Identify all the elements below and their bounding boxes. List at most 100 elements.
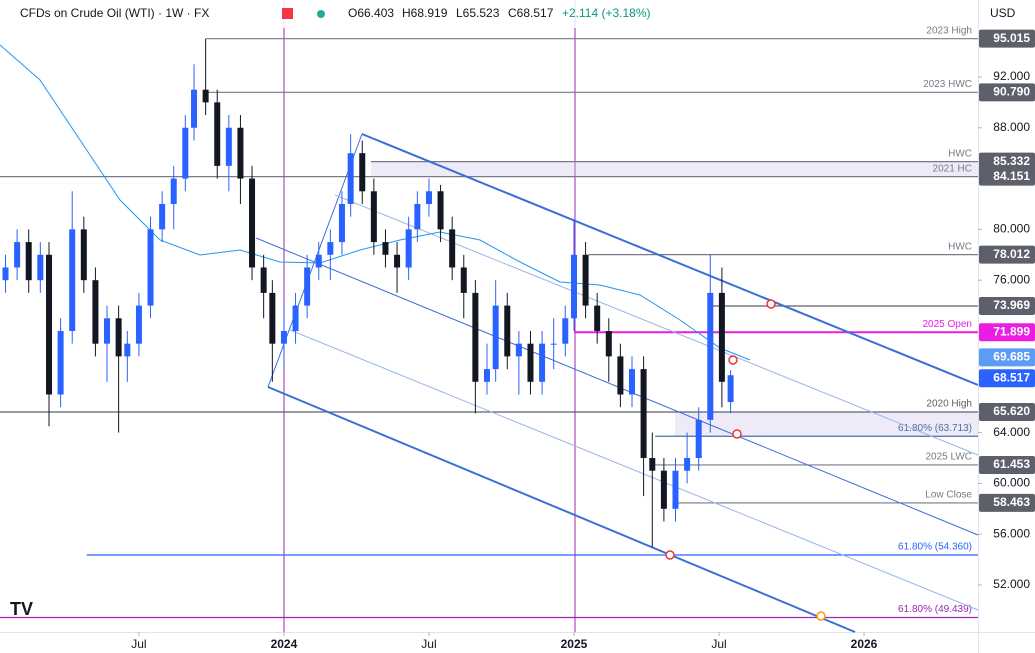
candle-body (449, 229, 456, 268)
candle-body (25, 242, 32, 281)
markers (665, 299, 826, 621)
high: H68.919 (402, 6, 448, 20)
candle-body (14, 242, 21, 268)
candle-body (359, 153, 366, 192)
x-tick-label: Jul (131, 637, 146, 651)
candle-body (472, 292, 479, 382)
level-label: 2025 LWC (925, 452, 972, 463)
candle-body (292, 305, 299, 331)
header-bg (0, 0, 700, 28)
candle-body (527, 343, 534, 382)
candle-body (202, 89, 209, 103)
candle-body (2, 267, 9, 281)
level-label: 2023 High (926, 25, 972, 36)
price-tag (979, 152, 1035, 171)
candle-body (170, 178, 177, 204)
candle-body (92, 280, 99, 344)
level-label: HWC (948, 148, 972, 159)
candle-body (237, 127, 244, 179)
candle-body (347, 153, 354, 204)
candle-body (492, 305, 499, 370)
flag-icon (282, 8, 293, 19)
price-tag-label: 85.332 (993, 154, 1030, 168)
y-tick-label: 88.000 (993, 120, 1030, 134)
candle-body (617, 356, 624, 395)
candle-body (660, 470, 667, 509)
symbol: CFDs on Crude Oil (WTI) · 1W · FX (20, 6, 209, 20)
y-tick-label: 56.000 (993, 526, 1030, 540)
candle-body (672, 470, 679, 509)
y-tick-label: 92.000 (993, 69, 1030, 83)
price-tag (979, 348, 1035, 367)
candle-body (539, 343, 546, 382)
candle-body (370, 191, 377, 243)
candle-body (37, 254, 44, 281)
price-tag (979, 83, 1035, 102)
x-tick-label: 2024 (271, 637, 298, 651)
close: C68.517 (508, 6, 554, 20)
candle-body (327, 242, 334, 255)
axes: 92.000 88.000 80.000 76.000 64.000 60.000 56.0… (131, 29, 1035, 651)
candle-body (515, 343, 522, 357)
price-tag (979, 323, 1035, 342)
candle-body (214, 102, 221, 166)
price-tag (979, 403, 1035, 422)
levels: 2023 High 2023 HWC HWC 2021 HC HWC 2025 Open 2… (0, 25, 978, 619)
open: O66.403 (348, 6, 394, 20)
low: L65.523 (456, 6, 500, 20)
candle-body (727, 375, 734, 403)
candle-body (280, 330, 287, 344)
channel-quarter (334, 194, 979, 456)
price-tag-label: 90.790 (993, 85, 1030, 99)
marker (732, 429, 742, 439)
price-tag-label: 78.012 (993, 247, 1030, 261)
moving-average (0, 44, 751, 361)
x-tick-label: Jul (421, 637, 436, 651)
y-tick-label: 52.000 (993, 577, 1030, 591)
candle-body (338, 203, 345, 243)
y-tick-label: 80.000 (993, 222, 1030, 236)
price-tag (979, 296, 1035, 315)
channel-quarter (289, 329, 979, 611)
price-tag (979, 167, 1035, 186)
x-tick-label: 2025 (561, 637, 588, 651)
candle-body (562, 318, 569, 344)
marker (665, 550, 675, 560)
level-label: HWC (948, 241, 972, 252)
y-tick-label: 60.000 (993, 476, 1030, 490)
candle-body (483, 369, 490, 382)
candle-body (550, 343, 557, 345)
candle-body (405, 229, 412, 268)
logo: TV (10, 599, 33, 619)
price-tag (979, 369, 1035, 388)
price-tag-label: 95.015 (993, 31, 1030, 45)
level-label: 2020 High (926, 399, 972, 410)
zone (370, 161, 978, 177)
candle-body (628, 369, 635, 395)
candle-body (382, 242, 389, 255)
candles (2, 38, 734, 547)
candle-body (695, 419, 702, 458)
price-tag (979, 29, 1035, 48)
candle-body (225, 127, 232, 166)
candle-body (437, 191, 444, 230)
candle-body (304, 267, 311, 306)
candle-body (570, 254, 577, 319)
candle-body (684, 457, 691, 471)
candle-body (191, 89, 198, 128)
candle-body (315, 254, 322, 268)
x-tick-label: 2026 (851, 637, 878, 651)
candle-body (707, 292, 714, 420)
price-tag-label: 65.620 (993, 404, 1030, 418)
zone (675, 412, 978, 437)
change: +2.114 (+3.18%) (562, 6, 651, 20)
candle-body (46, 254, 53, 395)
candle-body (69, 229, 76, 331)
price-tag (979, 455, 1035, 474)
candle-body (605, 330, 612, 357)
candle-body (649, 457, 656, 471)
marker (766, 299, 776, 309)
currency: USD (990, 6, 1016, 20)
candle-body (269, 292, 276, 344)
